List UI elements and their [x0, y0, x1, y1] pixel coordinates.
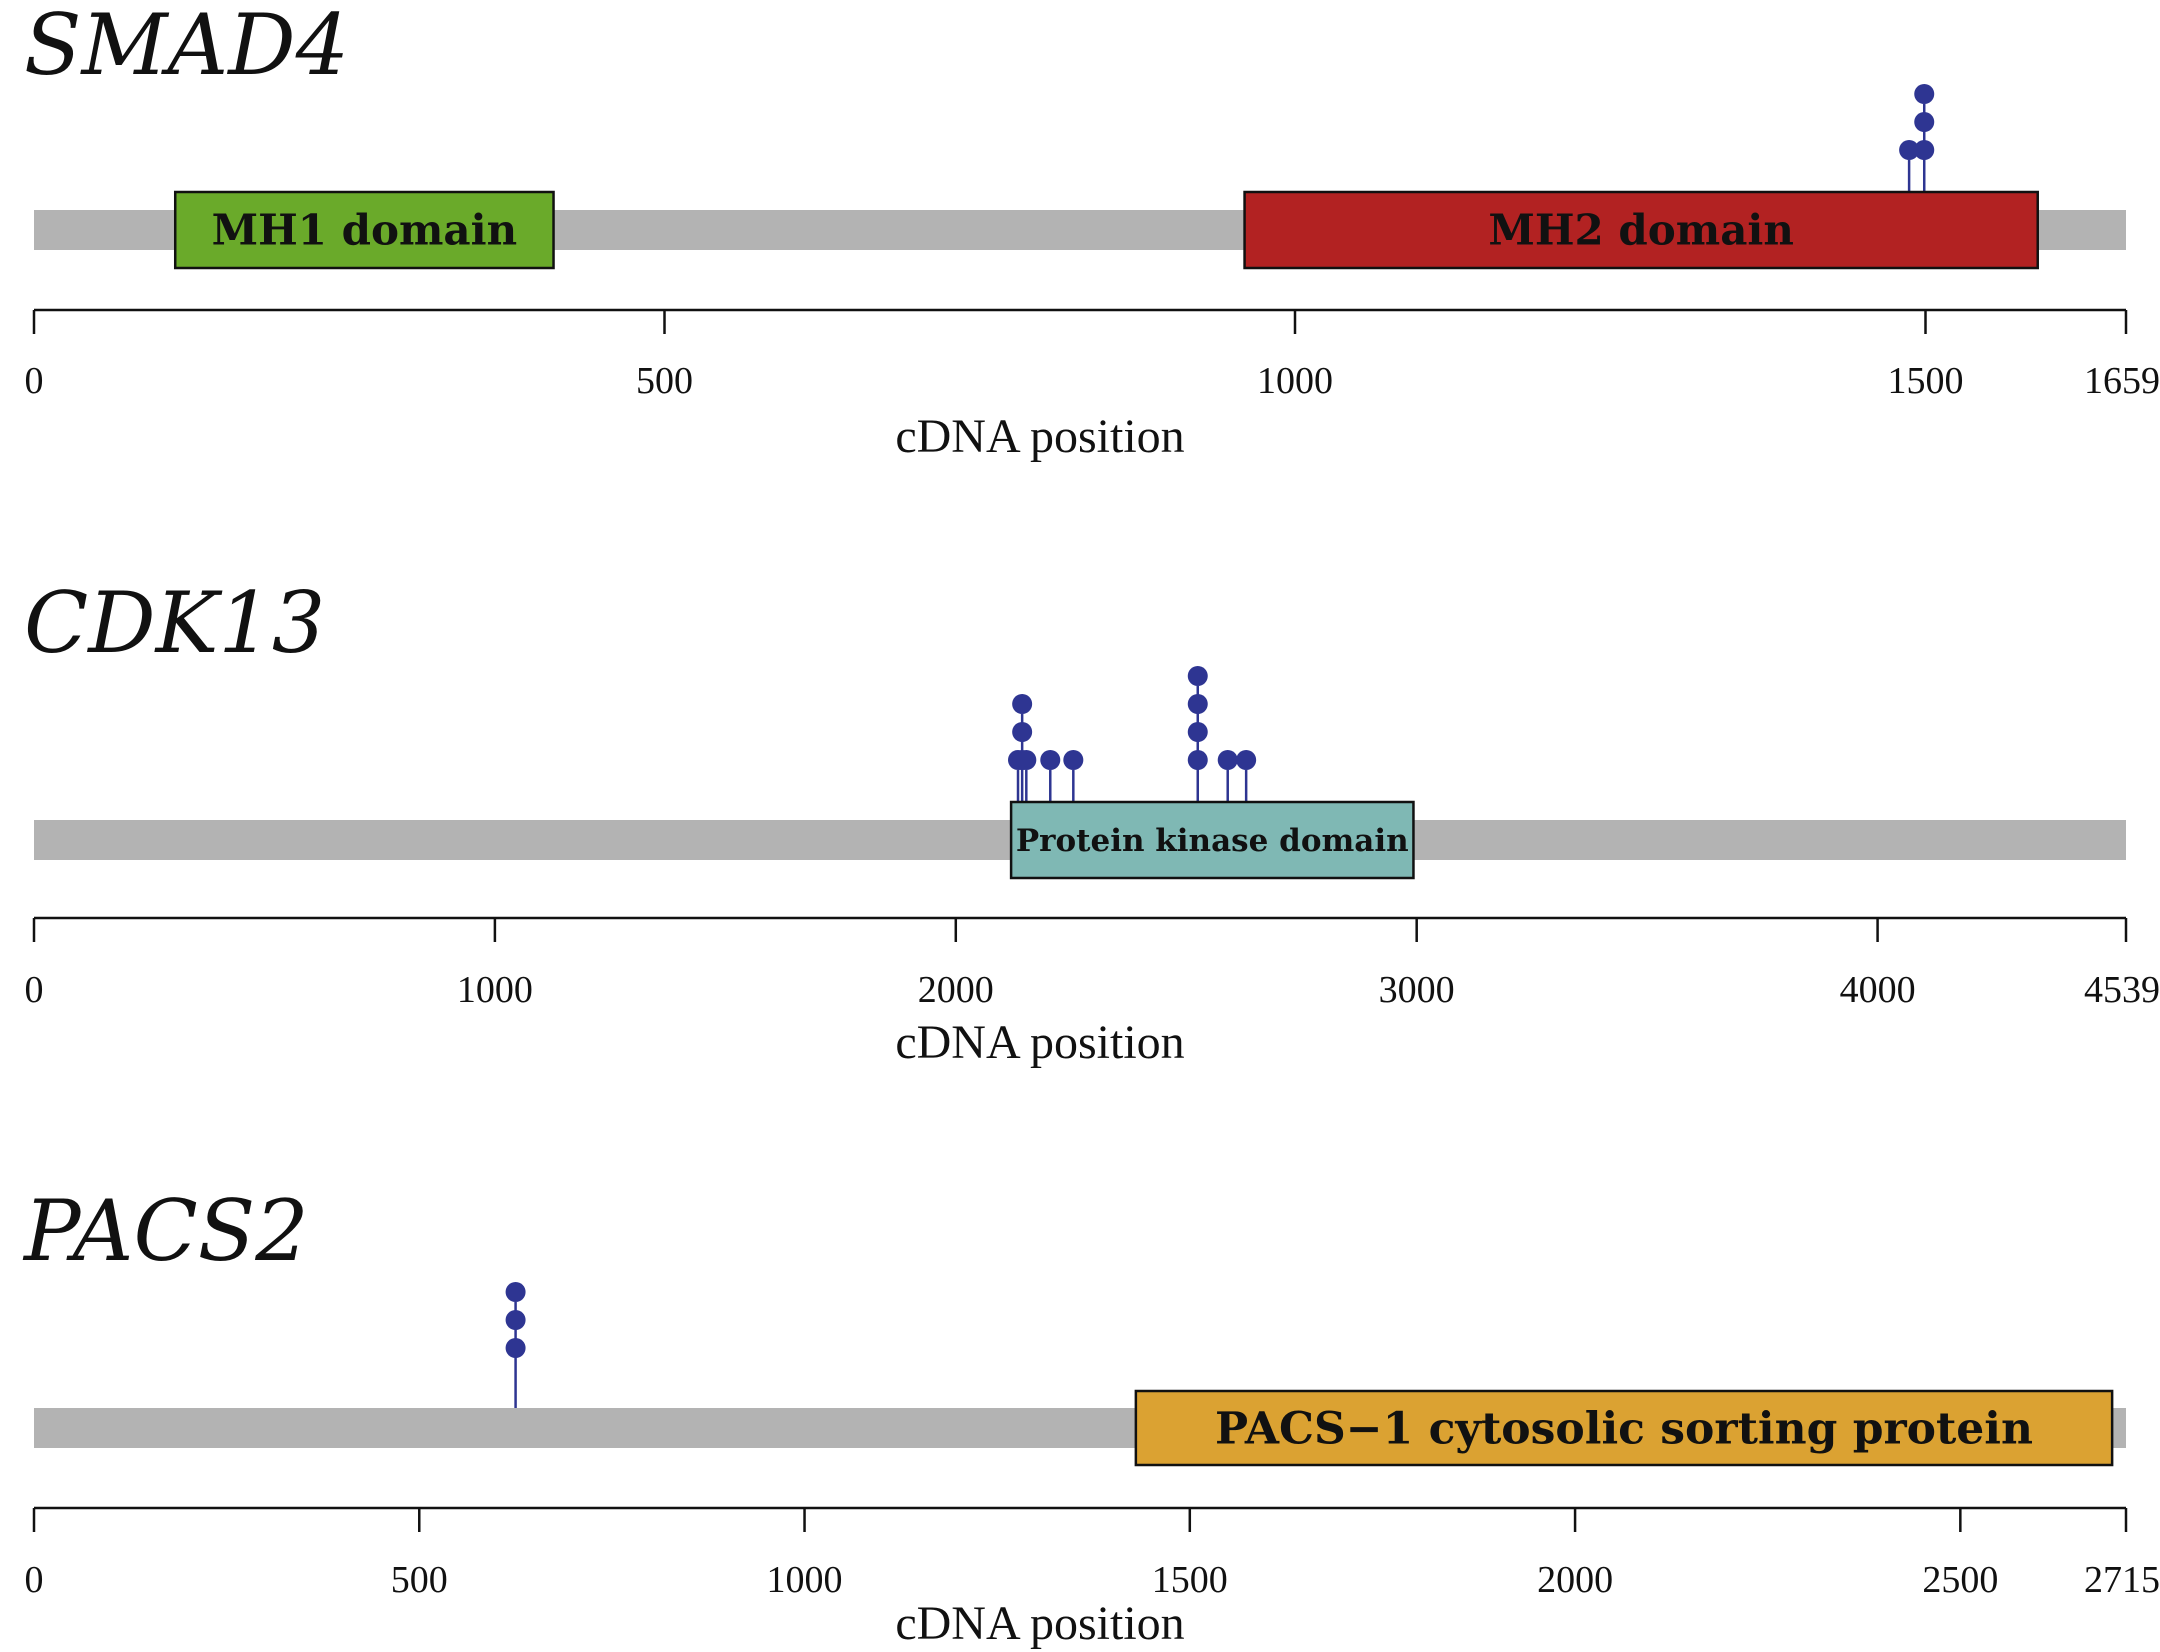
domain-box [1009, 800, 1415, 880]
gene-name: CDK13 [24, 574, 325, 672]
gene-panel-smad4: SMAD4 MH1 domain MH2 domain 0 500 1000 1500 165… [24, 0, 2160, 463]
mutation-marker [1187, 666, 1208, 686]
mutation-marker [1063, 750, 1084, 770]
x-tick-label: 2000 [918, 969, 994, 1011]
mutation-marker [505, 1310, 526, 1330]
x-tick-label: 1000 [767, 1559, 843, 1601]
x-tick-label: 1500 [1152, 1559, 1228, 1601]
domain-box [173, 190, 555, 270]
gene-panel-pacs2: PACS2 PACS−1 cytosolic sorting protein 0 50… [22, 1182, 2160, 1650]
x-axis-title: cDNA position [895, 410, 1184, 463]
mutation-marker [1217, 750, 1238, 770]
x-tick-label: 1659 [2084, 360, 2160, 402]
x-tick-label: 0 [25, 969, 44, 1011]
mutation-marker [1040, 750, 1061, 770]
x-tick-label: 1500 [1888, 360, 1964, 402]
x-axis-title: cDNA position [895, 1597, 1184, 1650]
gene-name: PACS2 [22, 1182, 309, 1280]
x-tick-label: 3000 [1379, 969, 1455, 1011]
mutation-marker [1187, 694, 1208, 714]
x-tick-label: 2500 [1922, 1559, 1998, 1601]
mutation-marker [1187, 722, 1208, 742]
x-tick-label: 0 [25, 1559, 44, 1601]
mutation-lollipop [505, 1282, 526, 1408]
domain-box [1243, 190, 2039, 270]
mutation-marker [1016, 750, 1037, 770]
gene-name: SMAD4 [24, 0, 349, 94]
mutation-marker [505, 1338, 526, 1358]
x-tick-label: 4539 [2084, 969, 2160, 1011]
mutation-marker [1914, 140, 1935, 160]
mutation-marker [1236, 750, 1257, 770]
mutation-marker [1012, 722, 1033, 742]
domain-label: MH2 domain [1488, 206, 1794, 255]
x-axis-title: cDNA position [895, 1016, 1184, 1069]
mutation-lollipop [1914, 84, 1935, 210]
gene-panel-cdk13: CDK13 Protein kinase domain 0 1000 2000 3000 4… [24, 574, 2160, 1069]
x-tick-label: 2715 [2084, 1559, 2160, 1601]
x-tick-label: 500 [391, 1559, 448, 1601]
mutation-lollipop [1187, 666, 1208, 820]
domain-label: PACS−1 cytosolic sorting protein [1215, 1403, 2033, 1454]
mutation-marker [505, 1282, 526, 1302]
x-tick-label: 1000 [457, 969, 533, 1011]
mutation-marker [1914, 112, 1935, 132]
mutation-marker [1187, 750, 1208, 770]
x-tick-label: 1000 [1257, 360, 1333, 402]
domain-label: MH1 domain [212, 206, 518, 255]
domain-box [1134, 1389, 2114, 1467]
x-tick-label: 500 [636, 360, 693, 402]
x-tick-label: 2000 [1537, 1559, 1613, 1601]
mutation-marker [1914, 84, 1935, 104]
mutation-marker [1012, 694, 1033, 714]
x-tick-label: 0 [25, 360, 44, 402]
x-tick-label: 4000 [1840, 969, 1916, 1011]
domain-label: Protein kinase domain [1016, 823, 1409, 859]
mutation-marker [1899, 140, 1920, 160]
